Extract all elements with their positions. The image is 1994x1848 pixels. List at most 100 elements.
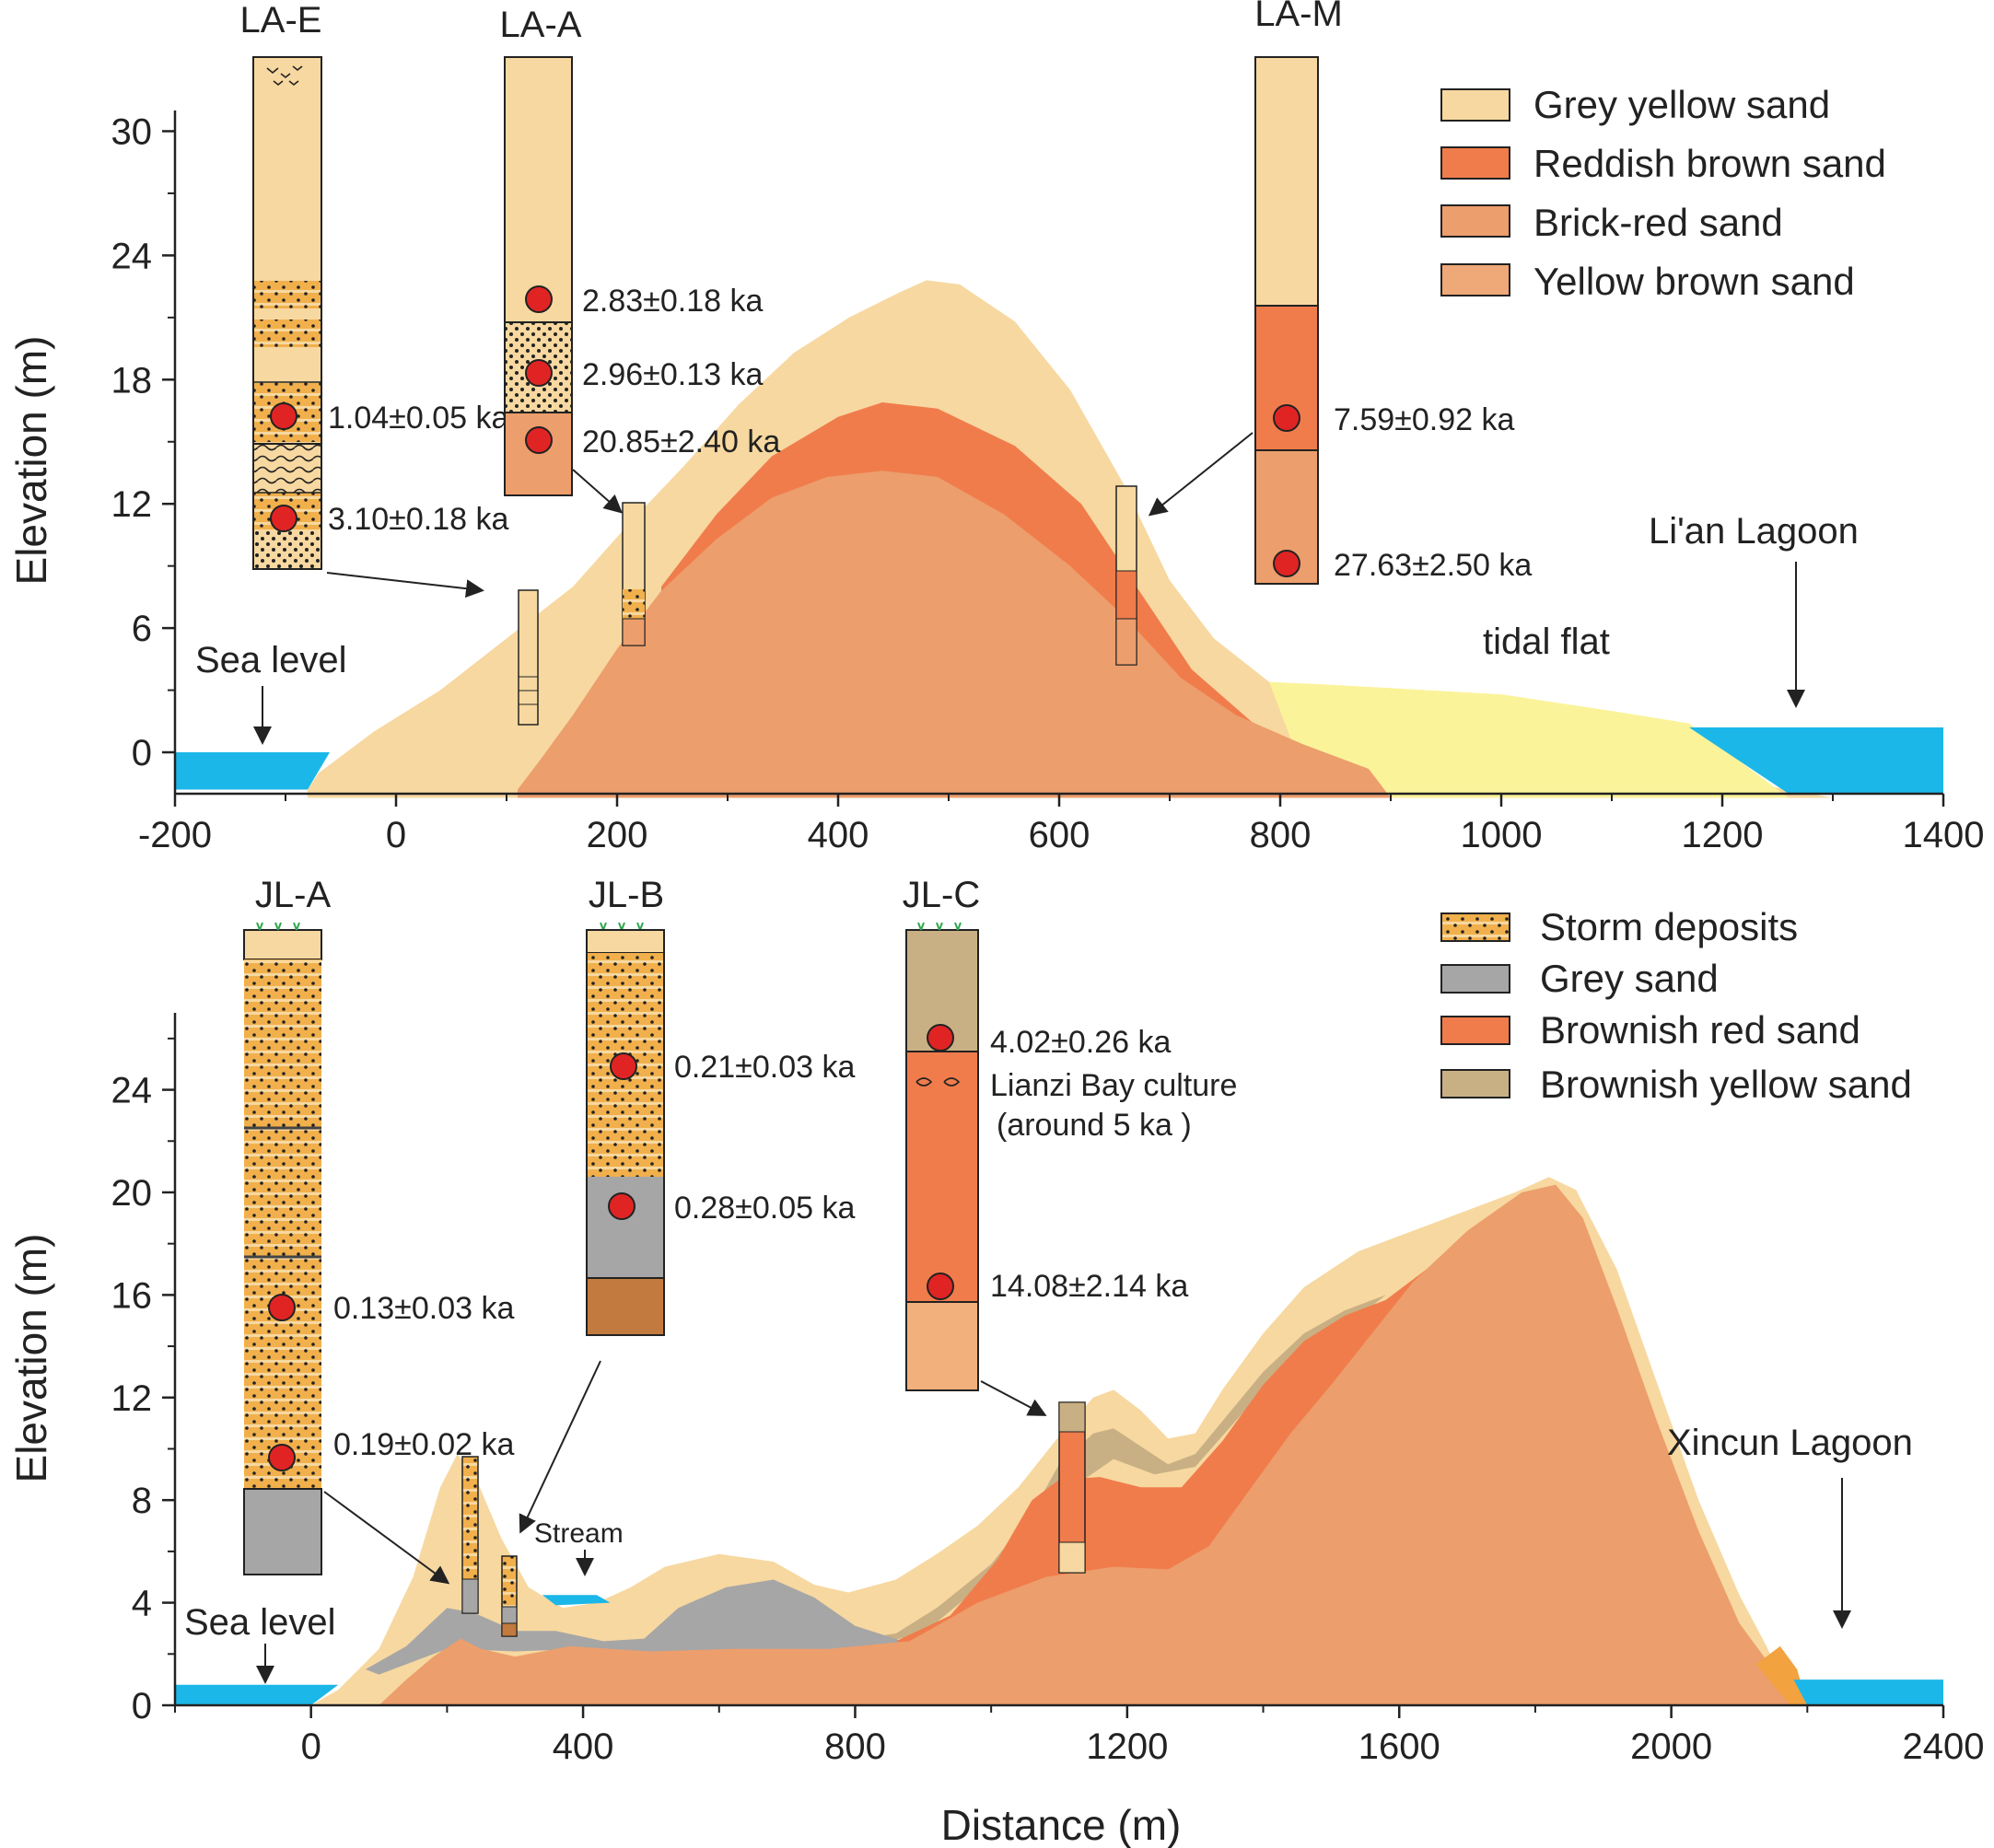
sample-dot bbox=[608, 1192, 636, 1220]
core-arrow bbox=[326, 572, 484, 599]
core-jl-b: JL-B 0.21±0.03 ka 0.28±0.05 ka bbox=[519, 875, 855, 1534]
bottom-axes bbox=[173, 1013, 1943, 1707]
x-tick-label: 800 bbox=[824, 1726, 886, 1767]
sample-dot bbox=[268, 1294, 296, 1321]
sample-dot bbox=[270, 402, 297, 430]
bottom-x-ticks: 0 400 800 1200 1600 2000 2400 bbox=[174, 1705, 1985, 1767]
y-tick-label: 30 bbox=[111, 111, 153, 152]
sample-dot bbox=[927, 1024, 954, 1052]
core-arrow bbox=[323, 1491, 450, 1585]
legend-swatch bbox=[1440, 1069, 1510, 1098]
lagoon-label-top: Li'an Lagoon bbox=[1649, 511, 1859, 552]
sample-dot bbox=[1273, 404, 1300, 432]
legend-label: Brownish yellow sand bbox=[1540, 1063, 1912, 1106]
core-la-m: LA-M 7.59±0.92 ka 27.63±2.50 ka bbox=[1148, 0, 1532, 585]
legend-label: Storm deposits bbox=[1540, 905, 1798, 948]
legend-swatch bbox=[1440, 1016, 1510, 1045]
age-label: 2.96±0.13 ka bbox=[582, 357, 763, 392]
layer-orange-end bbox=[1755, 1645, 1808, 1705]
top-profile-mini-cores bbox=[518, 485, 1137, 726]
x-tick-label: 2400 bbox=[1903, 1726, 1985, 1767]
sample-dot bbox=[1273, 550, 1300, 577]
lagoon-label-bottom: Xincun Lagoon bbox=[1667, 1423, 1913, 1463]
x-tick-label: 1600 bbox=[1358, 1726, 1440, 1767]
sample-dot bbox=[525, 359, 553, 387]
layer-water-right bbox=[1689, 727, 1943, 794]
layer-water-left bbox=[175, 752, 330, 790]
sample-dot bbox=[268, 1444, 296, 1471]
top-x-ticks: -200 0 200 400 600 800 1000 1200 1400 bbox=[138, 794, 1985, 855]
legend-label: Yellow brown sand bbox=[1533, 260, 1855, 303]
x-tick-label: 1000 bbox=[1461, 815, 1543, 855]
core-arrow bbox=[519, 1360, 601, 1534]
core-arrow bbox=[572, 469, 623, 514]
x-tick-label: -200 bbox=[138, 815, 212, 855]
legend-label: Grey yellow sand bbox=[1533, 83, 1830, 126]
age-label: 0.19±0.02 ka bbox=[333, 1427, 514, 1462]
core-arrow bbox=[1148, 432, 1254, 517]
age-label: 4.02±0.26 ka bbox=[990, 1025, 1171, 1060]
legend-swatch bbox=[1440, 146, 1510, 180]
stream-label: Stream bbox=[534, 1518, 624, 1549]
top-chart-panel: -200 0 200 400 600 800 1000 1200 1400 0 6 12 18 24 30… bbox=[7, 0, 1984, 855]
core-jl-c-title: JL-C bbox=[903, 875, 980, 915]
core-jl-b-title: JL-B bbox=[589, 875, 664, 915]
x-tick-label: 1400 bbox=[1903, 815, 1985, 855]
x-tick-label: 1200 bbox=[1682, 815, 1764, 855]
top-layers bbox=[175, 280, 1943, 798]
sample-dot bbox=[927, 1273, 954, 1300]
artifact-icon bbox=[915, 1077, 961, 1087]
sea-level-label: Sea level bbox=[195, 640, 347, 680]
y-tick-label: 0 bbox=[132, 1686, 152, 1726]
bottom-profile-mini-cores bbox=[461, 1401, 1086, 1637]
core-la-a: LA-A 2.83±0.18 ka 2.96±0.13 ka 20.85±2.4… bbox=[500, 5, 780, 514]
top-legend: Grey yellow sand Reddish brown sand Bric… bbox=[1440, 83, 1886, 303]
y-tick-label: 0 bbox=[132, 733, 152, 773]
age-label: 27.63±2.50 ka bbox=[1334, 548, 1532, 583]
layer-water-left bbox=[175, 1684, 339, 1705]
culture-label: (around 5 ka ) bbox=[997, 1108, 1192, 1143]
layer-water-right bbox=[1793, 1679, 1943, 1705]
y-tick-label: 24 bbox=[111, 236, 153, 276]
bottom-legend: Storm deposits Grey sand Brownish red sa… bbox=[1440, 905, 1912, 1106]
layer-tidal-flat bbox=[1269, 681, 1789, 798]
layer-brick-red-sand bbox=[518, 471, 1391, 798]
layer-brownish-red-sand bbox=[895, 1269, 1427, 1646]
y-tick-label: 6 bbox=[132, 609, 152, 649]
legend-swatch bbox=[1440, 204, 1510, 238]
y-tick-label: 20 bbox=[111, 1173, 153, 1214]
legend-swatch bbox=[1440, 263, 1510, 296]
core-la-e-title: LA-E bbox=[240, 0, 322, 41]
bottom-y-axis-label: Elevation (m) bbox=[7, 1234, 55, 1483]
sample-dot bbox=[525, 426, 553, 454]
top-y-ticks: 0 6 12 18 24 30 bbox=[111, 111, 175, 773]
age-label: 0.28±0.05 ka bbox=[674, 1191, 855, 1226]
core-la-a-title: LA-A bbox=[500, 5, 582, 45]
layer-base bbox=[379, 1184, 1801, 1705]
age-label: 0.13±0.03 ka bbox=[333, 1291, 514, 1326]
culture-label: Lianzi Bay culture bbox=[990, 1068, 1237, 1103]
y-tick-label: 18 bbox=[111, 360, 153, 401]
y-tick-label: 24 bbox=[111, 1071, 153, 1111]
age-label: 0.21±0.03 ka bbox=[674, 1050, 855, 1085]
age-label: 14.08±2.14 ka bbox=[990, 1269, 1188, 1304]
core-arrow bbox=[980, 1380, 1047, 1416]
tidal-flat-label: tidal flat bbox=[1483, 622, 1610, 662]
core-jl-c: JL-C 4.02±0.26 ka Lianzi Bay culture (ar… bbox=[903, 875, 1237, 1416]
x-tick-label: 1200 bbox=[1086, 1726, 1168, 1767]
x-tick-label: 2000 bbox=[1630, 1726, 1712, 1767]
x-tick-label: 800 bbox=[1250, 815, 1312, 855]
bottom-chart-panel: 0 400 800 1200 1600 2000 2400 0 4 8 12 16 20 24 Elev… bbox=[7, 875, 1984, 1848]
sample-dot bbox=[270, 505, 297, 532]
age-label: 7.59±0.92 ka bbox=[1334, 402, 1514, 437]
sea-level-label-bottom: Sea level bbox=[184, 1602, 336, 1643]
core-la-m-title: LA-M bbox=[1254, 0, 1343, 34]
layer-brownish-yellow-sand bbox=[787, 1295, 1386, 1652]
x-tick-label: 200 bbox=[587, 815, 648, 855]
sample-dot bbox=[610, 1052, 637, 1080]
top-y-axis-label: Elevation (m) bbox=[7, 336, 55, 586]
x-tick-label: 0 bbox=[386, 815, 406, 855]
x-tick-label: 600 bbox=[1029, 815, 1090, 855]
age-label: 20.85±2.40 ka bbox=[582, 424, 780, 459]
